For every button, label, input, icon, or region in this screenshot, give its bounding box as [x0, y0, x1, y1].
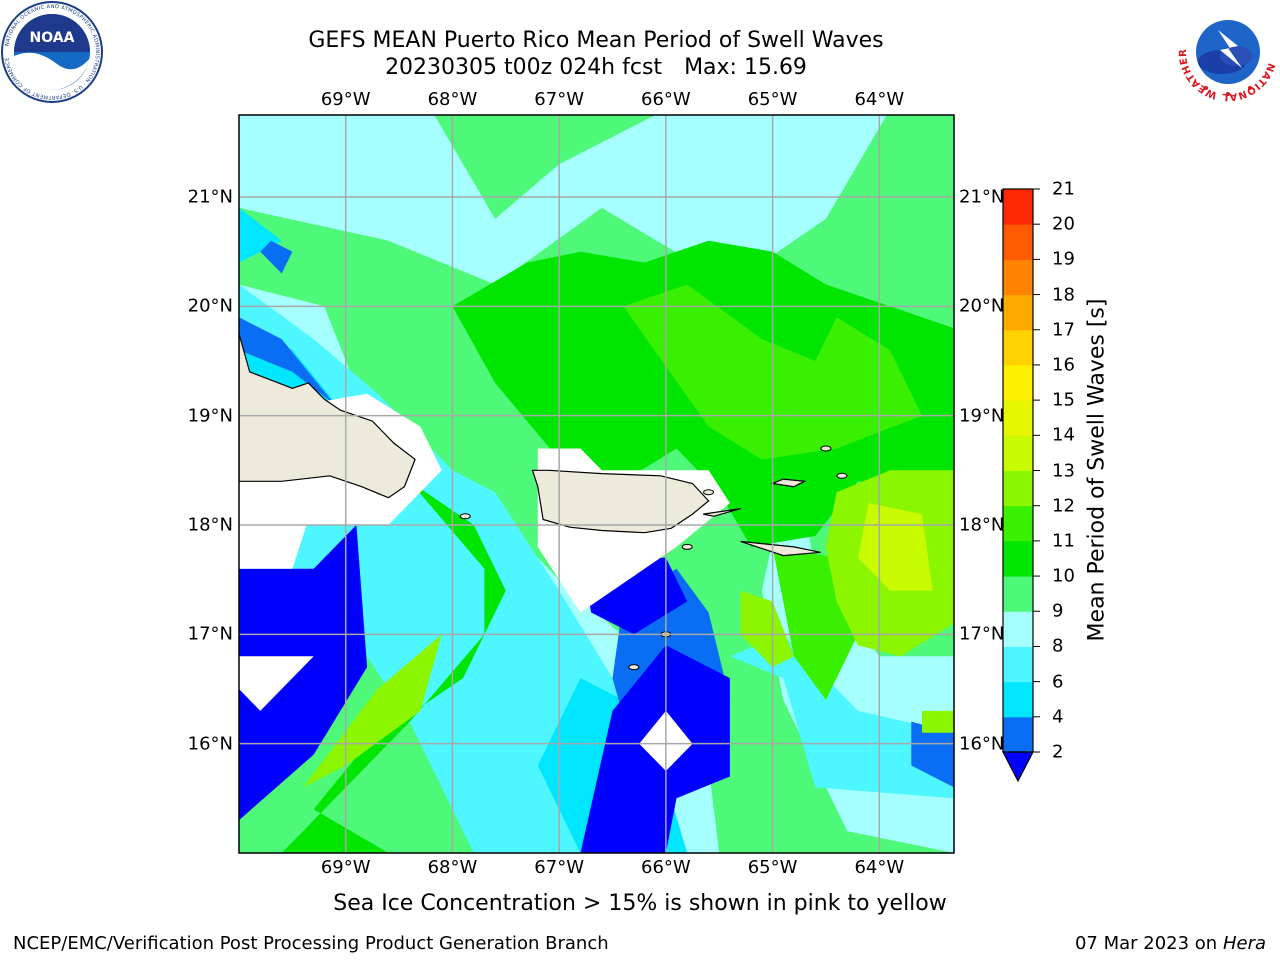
colorbar-tick-label: 20 — [1052, 213, 1075, 235]
noaa-logo-icon: NATIONAL OCEANIC AND ATMOSPHERIC ADMINIS… — [1, 1, 103, 103]
contour-region — [239, 525, 368, 821]
lon-label-top: 68°W — [427, 89, 478, 110]
colorbar-tick-label: 19 — [1052, 248, 1075, 270]
colorbar-tick-label: 6 — [1052, 671, 1064, 693]
colorbar-tick-label: 8 — [1052, 635, 1064, 657]
lat-label-left: 17°N — [187, 623, 233, 645]
lon-label-bottom: 64°W — [854, 857, 905, 878]
contour-region — [740, 590, 794, 668]
lat-label-right: 18°N — [959, 514, 1005, 536]
colorbar-segment — [1003, 329, 1033, 366]
lat-label-left: 18°N — [187, 514, 233, 536]
lat-label-right: 20°N — [959, 295, 1005, 317]
islet — [681, 543, 693, 550]
lon-label-top: 64°W — [854, 89, 905, 110]
colorbar-label: Mean Period of Swell Waves [s] — [1084, 298, 1110, 642]
lat-label-left: 20°N — [187, 295, 233, 317]
colorbar-extend-arrow — [1002, 751, 1034, 783]
map-title: GEFS MEAN Puerto Rico Mean Period of Swe… — [308, 28, 884, 53]
lat-label-right: 17°N — [959, 623, 1005, 645]
colorbar-segment — [1003, 435, 1033, 471]
map-subtitle: 20230305 t00z 024h fcst Max: 15.69 — [0, 55, 1192, 81]
contour-region — [239, 115, 887, 285]
contour-region — [239, 317, 335, 405]
lat-label-right: 19°N — [959, 405, 1005, 427]
colorbar-segment — [1003, 540, 1033, 577]
lon-label-bottom: 65°W — [747, 857, 798, 878]
colorbar-tick-label: 11 — [1052, 530, 1075, 552]
lon-label-bottom: 68°W — [427, 857, 478, 878]
lon-label-bottom: 66°W — [641, 857, 691, 878]
land-polygon — [740, 540, 821, 557]
land-polygon — [531, 469, 710, 534]
lat-label-left: 16°N — [187, 733, 233, 755]
colorbar-segment — [1003, 224, 1033, 260]
footer-credit: NCEP/EMC/Verification Post Processing Pr… — [13, 933, 609, 954]
colorbar-tick-label: 16 — [1052, 354, 1075, 376]
land-polygon — [770, 478, 807, 488]
footer-date: 07 Mar 2023 on Hera — [1074, 933, 1266, 954]
contour-region — [281, 481, 506, 853]
colorbar — [1002, 188, 1040, 783]
islet — [820, 445, 832, 452]
lon-label-top: 69°W — [320, 89, 371, 110]
contour-region — [922, 710, 954, 733]
colorbar-segment — [1003, 400, 1033, 436]
lat-label-left: 19°N — [187, 405, 233, 427]
islet — [628, 664, 640, 671]
colorbar-segment — [1003, 576, 1033, 612]
colorbar-segment — [1003, 505, 1033, 542]
colorbar-segment — [1003, 294, 1033, 331]
lon-label-top: 65°W — [747, 89, 798, 110]
colorbar-segment — [1003, 259, 1033, 296]
lat-label-left: 21°N — [187, 186, 233, 208]
land-polygon — [703, 508, 741, 517]
footer-host: Hera — [1222, 933, 1266, 954]
lon-label-top: 67°W — [534, 89, 584, 110]
colorbar-tick-label: 17 — [1052, 319, 1075, 341]
colorbar-tick-label: 21 — [1052, 178, 1075, 200]
contour-region — [911, 721, 954, 788]
colorbar-tick-label: 13 — [1052, 460, 1075, 481]
islet — [459, 513, 471, 520]
lat-label-right: 21°N — [959, 186, 1005, 208]
colorbar-segment — [1003, 681, 1033, 718]
graticule — [239, 115, 954, 853]
lon-label-bottom: 69°W — [320, 857, 371, 878]
colorbar-segment — [1003, 470, 1033, 507]
contour-region — [239, 207, 282, 263]
colorbar-tick-label: 15 — [1052, 389, 1075, 411]
colorbar-tick-label: 2 — [1052, 741, 1064, 763]
map-frame — [238, 114, 955, 854]
colorbar-tick-label: 9 — [1052, 600, 1064, 622]
colorbar-tick-label: 18 — [1052, 284, 1075, 306]
colorbar-segment — [1003, 189, 1033, 225]
swell-period-map — [239, 115, 954, 853]
islet — [836, 472, 848, 479]
contour-region — [260, 240, 293, 274]
noaa-logo-text: NOAA — [30, 30, 75, 46]
sea-ice-note: Sea Ice Concentration > 15% is shown in … — [333, 891, 947, 916]
colorbar-segment — [1003, 716, 1033, 753]
contour-region — [303, 634, 442, 788]
islet — [703, 489, 715, 496]
colorbar-segment — [1003, 611, 1033, 647]
no-data-area — [239, 656, 314, 711]
contour-region — [729, 634, 954, 799]
colorbar-tick-label: 4 — [1052, 706, 1064, 728]
colorbar-tick-label: 10 — [1052, 565, 1075, 587]
colorbar-tick-label: 12 — [1052, 495, 1075, 517]
forecast-time: 20230305 t00z 024h fcst — [385, 55, 663, 80]
lat-label-right: 16°N — [959, 733, 1005, 755]
lon-label-bottom: 67°W — [534, 857, 584, 878]
nws-logo-icon: NATIONAL WEATHER SERVICE — [1176, 0, 1278, 102]
max-value: Max: 15.69 — [684, 55, 807, 80]
lon-label-top: 66°W — [641, 89, 691, 110]
colorbar-segment — [1003, 646, 1033, 683]
colorbar-tick-label: 14 — [1052, 424, 1075, 446]
colorbar-segment — [1003, 364, 1033, 401]
